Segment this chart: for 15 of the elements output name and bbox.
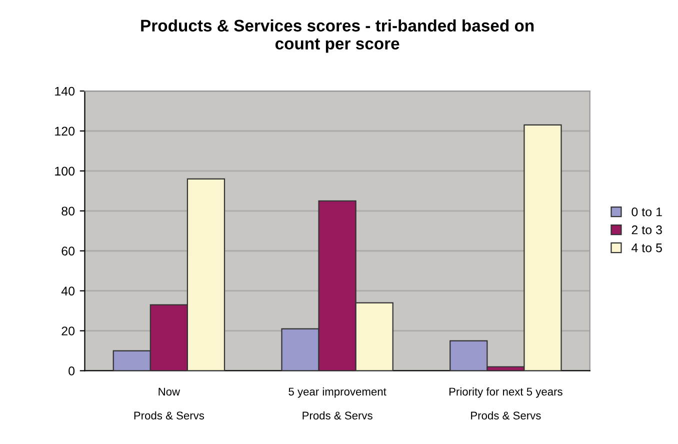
category-label: Priority for next 5 years Prods & Servs bbox=[449, 387, 562, 420]
legend-label: 4 to 5 bbox=[632, 244, 662, 252]
legend-label: 0 to 1 bbox=[632, 207, 662, 216]
y-tick-label: 140 bbox=[55, 86, 75, 96]
legend-label: 2 to 3 bbox=[632, 225, 662, 234]
y-tick-label: 60 bbox=[62, 246, 75, 256]
y-tick-label: 0 bbox=[68, 366, 75, 376]
chart-title: Products & Services scores - tri-banded based on count per score bbox=[141, 19, 534, 53]
y-tick-label: 40 bbox=[61, 286, 75, 296]
y-tick-label: 120 bbox=[55, 126, 75, 136]
category-label: 5 year improvement Prods & Servs bbox=[288, 387, 386, 420]
y-tick-label: 20 bbox=[62, 326, 75, 336]
y-tick-label: 100 bbox=[55, 166, 75, 176]
category-label: Now Prods & Servs bbox=[134, 388, 204, 420]
y-tick-label: 80 bbox=[62, 206, 75, 216]
